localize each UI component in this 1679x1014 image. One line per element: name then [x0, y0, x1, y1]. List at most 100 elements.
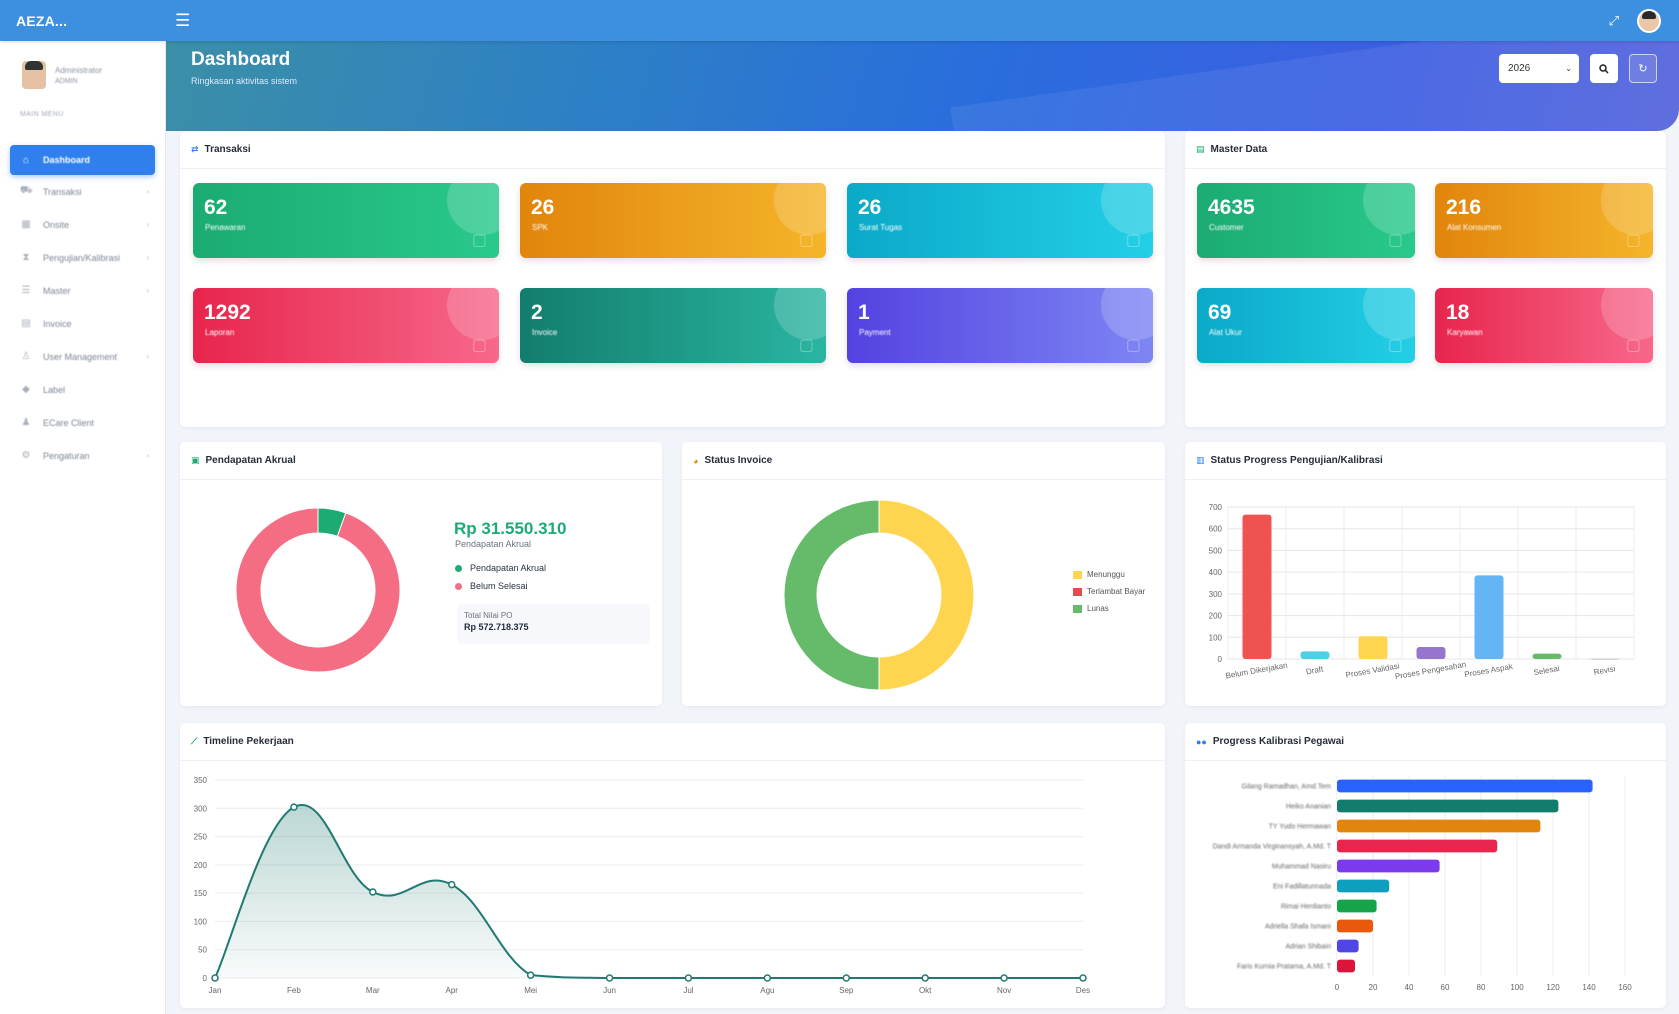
stat-card[interactable]: 62 Penawaran ▢: [193, 183, 499, 258]
x-tick-label: Jan: [209, 986, 222, 995]
user-avatar[interactable]: [1637, 8, 1661, 33]
kalibrasi-pegawai-card: ●● Progress Kalibrasi Pegawai 0 20 40 60 80 1…: [1185, 723, 1666, 1008]
legend-dot: [455, 582, 462, 590]
stat-card[interactable]: 1292 Laporan ▢: [193, 288, 499, 363]
chevron-down-icon: ⌄: [1565, 64, 1572, 73]
data-point[interactable]: [369, 888, 377, 896]
bar-chart-icon: ▥: [1196, 455, 1205, 465]
brand-logo[interactable]: AEZA...: [16, 12, 68, 29]
data-point[interactable]: [842, 974, 851, 982]
chevron-right-icon: ›: [146, 352, 149, 361]
bar[interactable]: [1300, 651, 1330, 659]
stat-value: 216: [1446, 196, 1482, 219]
hamburger-icon[interactable]: ☰: [175, 10, 191, 30]
page-subtitle: Ringkasan aktivitas sistem: [191, 76, 298, 86]
data-point[interactable]: [605, 974, 614, 982]
expand-icon[interactable]: ⤢: [1608, 12, 1619, 28]
database-icon: ☰: [21, 285, 31, 296]
tools-icon: ▢: [1625, 232, 1641, 249]
data-point[interactable]: [763, 974, 772, 982]
stat-card[interactable]: 4635 Customer ▢: [1197, 183, 1415, 258]
year-select[interactable]: 2026 ⌄: [1499, 54, 1579, 83]
sidebar-item-invoice[interactable]: ▤ Invoice: [10, 307, 155, 340]
x-tick-label: Apr: [446, 986, 459, 995]
donut-slice-lunas[interactable]: [783, 499, 880, 691]
stat-card[interactable]: 1 Payment ▢: [847, 288, 1153, 363]
stat-label: Laporan: [205, 328, 235, 337]
x-tick-label: 40: [1405, 983, 1414, 992]
bar[interactable]: [1337, 859, 1440, 873]
chevron-right-icon: ›: [146, 187, 149, 196]
decorative-circle: [774, 183, 826, 235]
stat-card[interactable]: 26 Surat Tugas ▢: [847, 183, 1153, 258]
bar[interactable]: [1474, 575, 1504, 659]
legend-label: Belum Selesai: [470, 581, 528, 591]
x-tick-label: Selesai: [1533, 664, 1561, 677]
bar[interactable]: [1590, 658, 1620, 660]
stat-card[interactable]: 216 Alat Konsumen ▢: [1435, 183, 1653, 258]
stat-card[interactable]: 69 Alat Ukur ▢: [1197, 288, 1415, 363]
y-tick-label: 300: [194, 804, 208, 813]
bar[interactable]: [1532, 653, 1562, 659]
bar[interactable]: [1416, 647, 1446, 659]
sidebar-item-pengujian-kalibrasi[interactable]: ⧗ Pengujian/Kalibrasi ›: [10, 241, 155, 274]
stat-card[interactable]: 2 Invoice ▢: [520, 288, 826, 363]
y-tick-label: 200: [1209, 612, 1223, 621]
stat-card[interactable]: 26 SPK ▢: [520, 183, 826, 258]
data-point[interactable]: [447, 880, 456, 889]
kalibrasi-pegawai-bar-chart: 0 20 40 60 80 100 120 140 160 Gilang Ramadhan, Am…: [1213, 776, 1632, 992]
bar[interactable]: [1337, 939, 1359, 953]
bar[interactable]: [1337, 839, 1498, 853]
data-point[interactable]: [921, 974, 929, 982]
stat-card[interactable]: 18 Karyawan ▢: [1435, 288, 1653, 363]
page-title: Dashboard: [191, 49, 291, 70]
y-tick-label: Adriella Shafa Ismani: [1265, 924, 1332, 931]
legend-swatch: [1073, 587, 1082, 596]
sidebar-item-master[interactable]: ☰ Master ›: [10, 274, 155, 307]
status-invoice-card-header: ◕ Status Invoice: [682, 442, 1165, 480]
bar[interactable]: [1337, 799, 1559, 813]
sidebar-item-pengaturan[interactable]: ⚙ Pengaturan ›: [10, 439, 155, 472]
pendapatan-title: Pendapatan Akrual: [205, 455, 296, 466]
search-icon: [1599, 63, 1609, 74]
sidebar-item-transaksi[interactable]: ⛟ Transaksi ›: [10, 175, 155, 208]
x-tick-label: Proses Aspak: [1464, 662, 1515, 680]
data-point[interactable]: [526, 971, 535, 979]
bar[interactable]: [1337, 959, 1355, 973]
donut-slice-menunggu[interactable]: [878, 499, 975, 691]
bar[interactable]: [1337, 779, 1593, 793]
bar[interactable]: [1242, 514, 1272, 659]
stat-label: Alat Ukur: [1209, 328, 1242, 337]
sidebar-item-label[interactable]: ◆ Label: [10, 373, 155, 406]
sidebar-item-dashboard[interactable]: ⌂ Dashboard: [10, 145, 155, 175]
sidebar-item-onsite[interactable]: ▦ Onsite ›: [10, 208, 155, 241]
y-tick-label: Eni Fadillatunnada: [1273, 884, 1331, 891]
decorative-circle: [774, 288, 826, 340]
total-po-value: Rp 572.718.375: [464, 622, 529, 632]
search-button[interactable]: [1590, 54, 1618, 83]
bar[interactable]: [1337, 919, 1373, 933]
data-point[interactable]: [211, 974, 219, 982]
data-point[interactable]: [684, 974, 693, 982]
bar[interactable]: [1337, 819, 1541, 833]
bar[interactable]: [1337, 879, 1390, 893]
data-point[interactable]: [1079, 974, 1087, 982]
id-card-icon: ▢: [1625, 337, 1641, 354]
data-point[interactable]: [290, 803, 298, 811]
sidebar-item-ecare-client[interactable]: ♟ ECare Client: [10, 406, 155, 439]
x-tick-label: 160: [1618, 983, 1632, 992]
bar[interactable]: [1358, 636, 1388, 659]
topbar-actions: ⤢: [1608, 8, 1679, 33]
gauge-icon: ▢: [1387, 337, 1403, 354]
tag-icon: ◆: [22, 384, 30, 395]
refresh-button[interactable]: ↻: [1629, 54, 1657, 83]
sidebar-item-user-management[interactable]: ♙ User Management ›: [10, 340, 155, 373]
master-data-card-header: ▤ Master Data: [1185, 131, 1666, 169]
y-tick-label: 100: [194, 917, 208, 926]
data-point[interactable]: [1000, 974, 1008, 982]
x-tick-label: 140: [1582, 983, 1596, 992]
donut-slice-belum-selesai[interactable]: [235, 507, 401, 673]
bar[interactable]: [1337, 899, 1377, 913]
year-select-value: 2026: [1508, 63, 1531, 74]
users-icon: ●●: [1196, 736, 1207, 747]
